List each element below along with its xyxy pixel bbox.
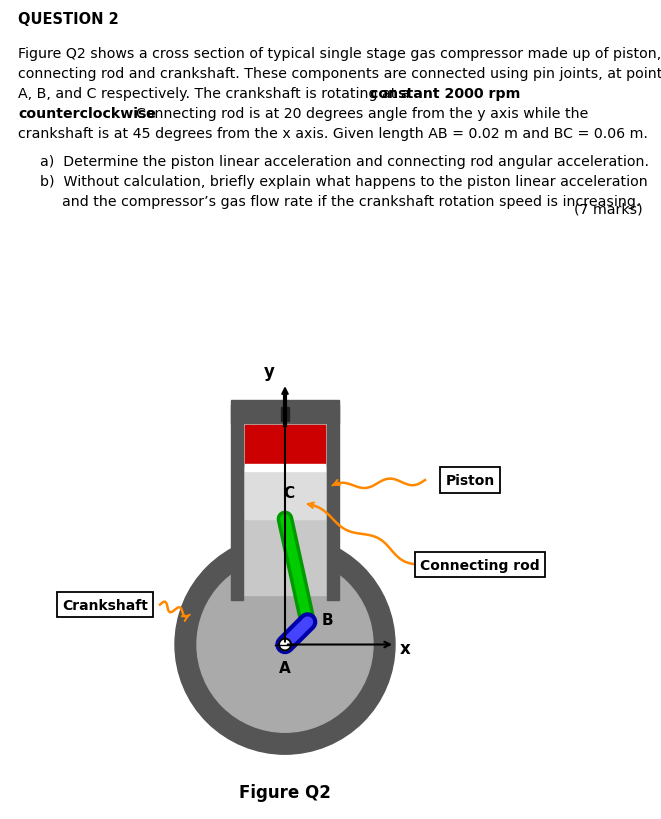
Text: constant 2000 rpm: constant 2000 rpm (370, 87, 520, 101)
Bar (245, 464, 325, 472)
Circle shape (197, 557, 373, 732)
Text: A: A (279, 661, 291, 676)
Text: a)  Determine the piston linear acceleration and connecting rod angular accelera: a) Determine the piston linear accelerat… (40, 155, 649, 169)
Bar (243, 405, 327, 595)
Text: Figure Q2 shows a cross section of typical single stage gas compressor made up o: Figure Q2 shows a cross section of typic… (18, 47, 661, 61)
Text: and the compressor’s gas flow rate if the crankshaft rotation speed is increasin: and the compressor’s gas flow rate if th… (62, 194, 641, 208)
Text: counterclockwise: counterclockwise (18, 106, 156, 120)
Text: A, B, and C respectively. The crankshaft is rotating at a: A, B, and C respectively. The crankshaft… (18, 87, 414, 101)
Text: y: y (264, 363, 275, 381)
Bar (327, 405, 339, 600)
Circle shape (279, 639, 291, 651)
Text: connecting rod and crankshaft. These components are connected using pin joints, : connecting rod and crankshaft. These com… (18, 67, 661, 81)
Text: x: x (400, 639, 410, 657)
Text: crankshaft is at 45 degrees from the x axis. Given length AB = 0.02 m and BC = 0: crankshaft is at 45 degrees from the x a… (18, 127, 648, 141)
Text: C: C (284, 486, 295, 501)
Bar (245, 426, 325, 468)
Text: Figure Q2: Figure Q2 (239, 783, 331, 801)
Text: b)  Without calculation, briefly explain what happens to the piston linear accel: b) Without calculation, briefly explain … (40, 174, 648, 188)
Text: . Connecting rod is at 20 degrees angle from the y axis while the: . Connecting rod is at 20 degrees angle … (127, 106, 588, 120)
Bar (281, 408, 289, 422)
Text: B: B (322, 613, 333, 627)
Bar (231, 400, 339, 423)
Text: Piston: Piston (446, 473, 494, 487)
Text: (7 marks): (7 marks) (574, 202, 643, 216)
Text: QUESTION 2: QUESTION 2 (18, 12, 119, 27)
Circle shape (175, 535, 395, 754)
Bar (231, 405, 243, 600)
Bar (245, 468, 325, 519)
Text: Crankshaft: Crankshaft (62, 598, 148, 612)
Text: Connecting rod: Connecting rod (420, 558, 540, 572)
